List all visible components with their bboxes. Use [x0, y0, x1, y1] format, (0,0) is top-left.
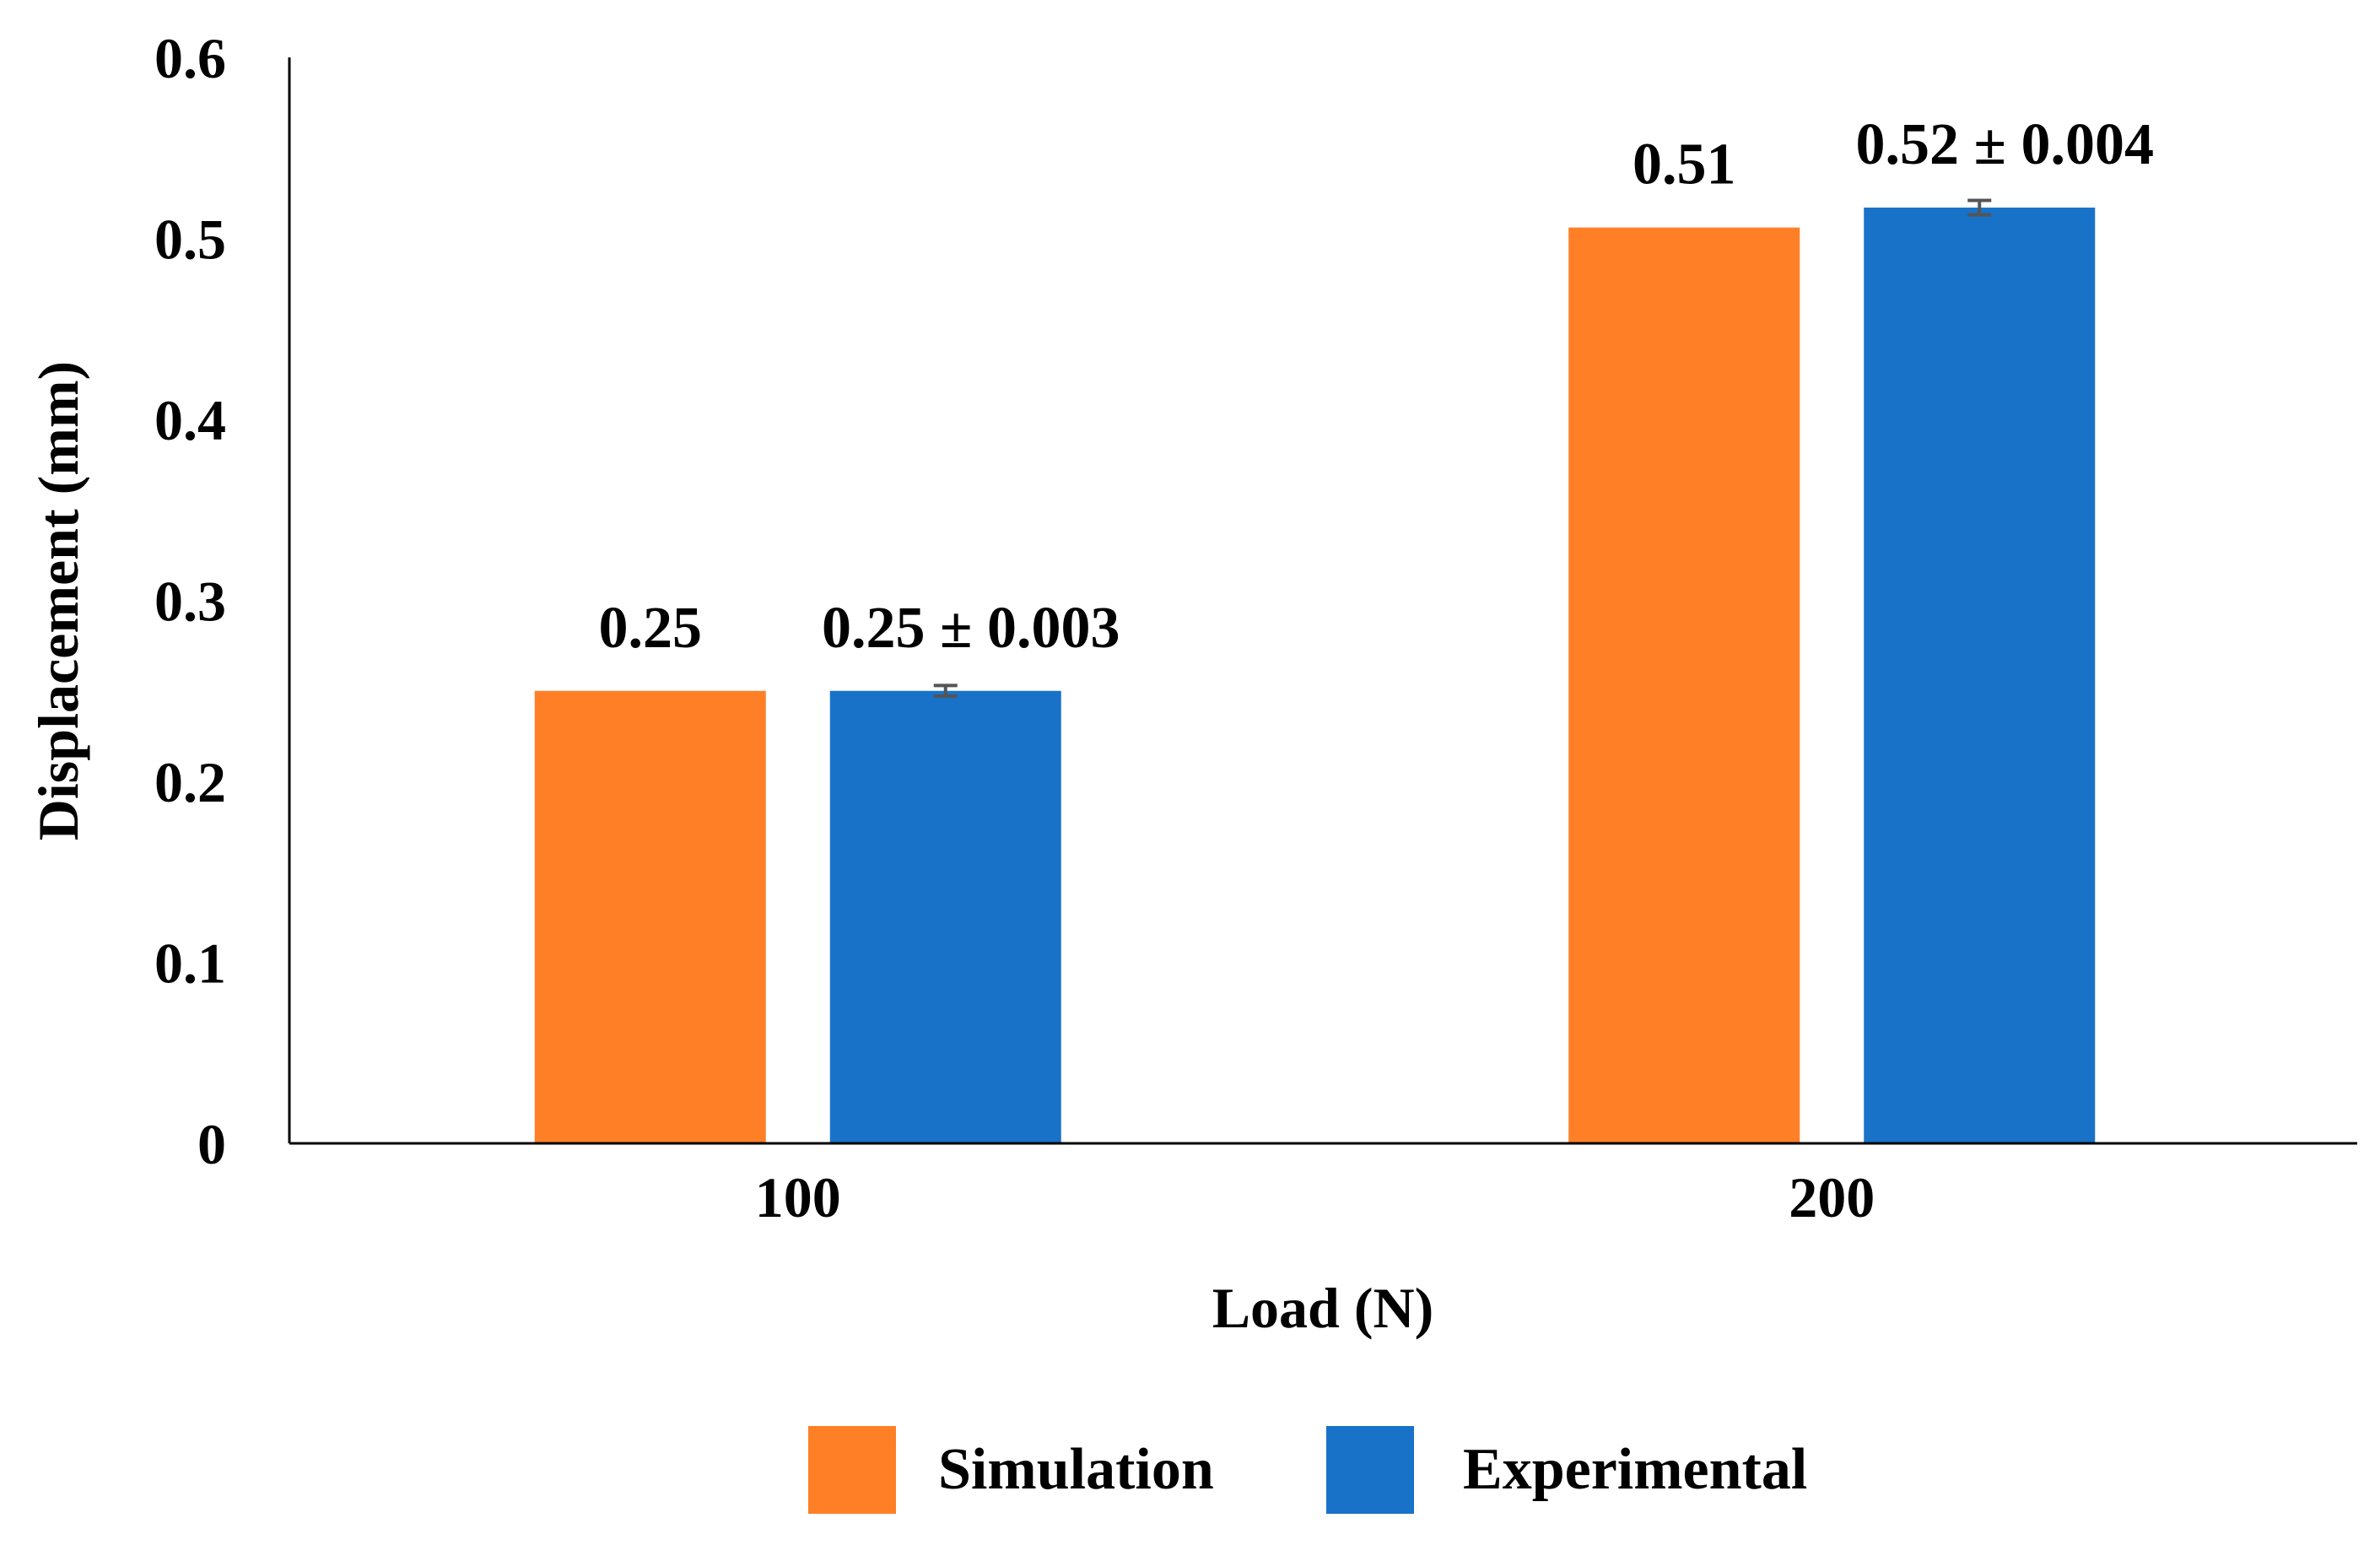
- data-label-simulation-200: 0.51: [1633, 132, 1736, 197]
- data-label-experimental-100: 0.25 ± 0.003: [822, 596, 1120, 661]
- x-axis-title: Load (N): [1212, 1276, 1434, 1340]
- data-label-simulation-100: 0.25: [599, 596, 703, 661]
- y-tick-label: 0.1: [154, 932, 226, 996]
- legend: Simulation Experimental: [808, 1426, 1807, 1514]
- x-tick-label-100: 100: [755, 1165, 841, 1229]
- y-tick-label: 0: [197, 1112, 226, 1176]
- bar-experimental-100: [829, 690, 1061, 1143]
- y-axis-ticks: 0 0.1 0.2 0.3 0.4 0.5 0.6: [154, 26, 226, 1176]
- legend-swatch-simulation: [808, 1426, 896, 1514]
- bar-labels-group: 0.25 0.25 ± 0.003 0.51 0.52 ± 0.004: [599, 112, 2154, 661]
- y-tick-label: 0.6: [154, 26, 226, 90]
- bar-simulation-200: [1568, 227, 1800, 1143]
- legend-swatch-experimental: [1326, 1426, 1414, 1514]
- x-tick-label-200: 200: [1789, 1165, 1875, 1229]
- y-tick-label: 0.3: [154, 570, 226, 634]
- data-label-experimental-200: 0.52 ± 0.004: [1856, 112, 2154, 177]
- y-axis-title: Displacement (mm): [26, 361, 90, 840]
- legend-label-simulation: Simulation: [938, 1437, 1214, 1502]
- bar-simulation-100: [534, 690, 766, 1143]
- y-tick-label: 0.5: [154, 208, 226, 272]
- bar-experimental-200: [1864, 208, 2096, 1143]
- legend-label-experimental: Experimental: [1463, 1437, 1807, 1502]
- x-axis-categories: 100 200: [755, 1165, 1875, 1229]
- error-bars-group: [933, 198, 1992, 699]
- bars-group: [534, 208, 2096, 1143]
- y-tick-label: 0.4: [154, 388, 226, 452]
- y-tick-label: 0.2: [154, 750, 226, 814]
